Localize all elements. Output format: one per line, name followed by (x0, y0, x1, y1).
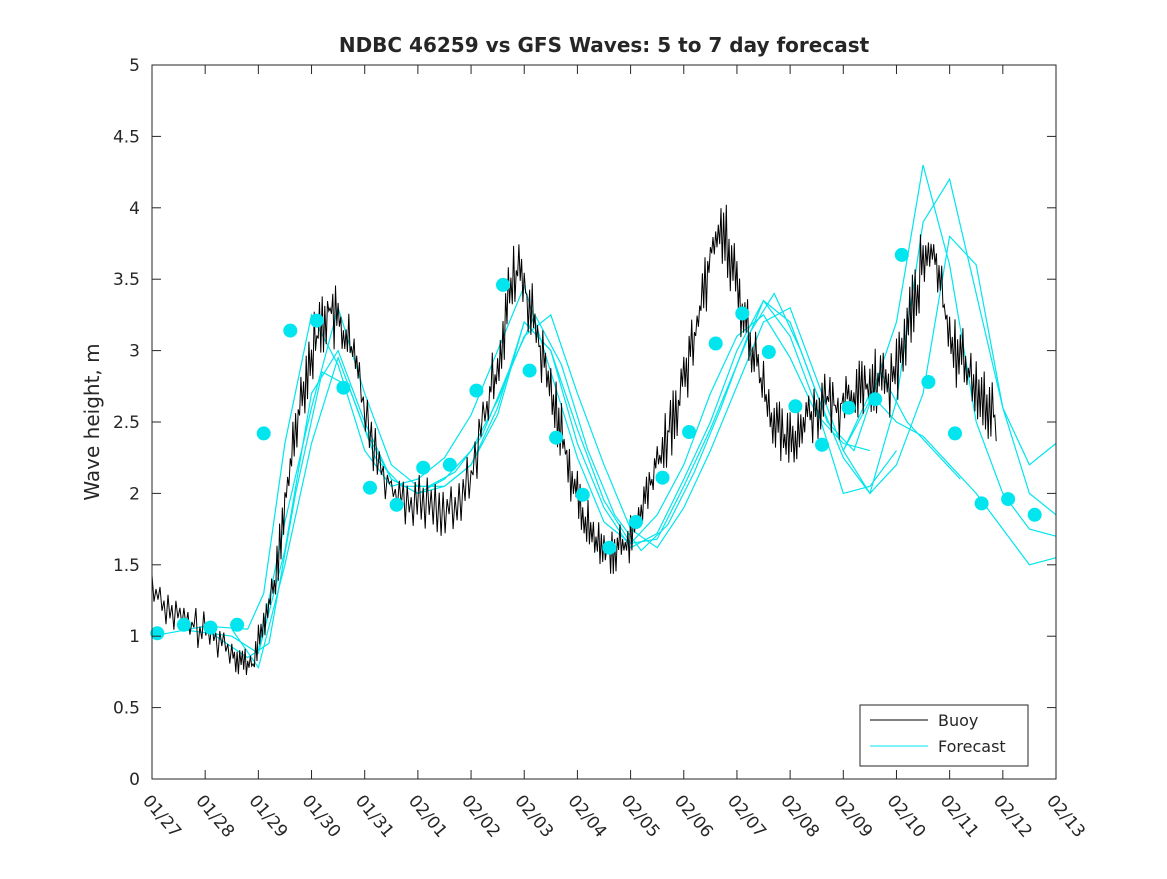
forecast-marker (336, 380, 351, 395)
forecast-marker (256, 426, 271, 441)
forecast-marker (815, 437, 829, 452)
forecast-marker (416, 460, 431, 475)
forecast-marker (841, 400, 856, 415)
forecast-marker (1001, 492, 1016, 507)
forecast-marker (602, 540, 617, 555)
forecast-marker (894, 247, 909, 262)
forecast-line-5 (257, 177, 1057, 651)
y-tick-label: 4 (129, 199, 140, 219)
forecast-marker (1027, 507, 1042, 522)
forecast-marker (682, 425, 697, 439)
plot-area (150, 164, 1057, 676)
forecast-marker (735, 306, 750, 321)
chart-title: NDBC 46259 vs GFS Waves: 5 to 7 day fore… (339, 33, 870, 57)
y-tick-label: 0.5 (113, 699, 140, 719)
forecast-marker (948, 426, 962, 441)
y-axis-label: Wave height, m (80, 343, 104, 500)
y-tick-label: 2 (129, 484, 140, 504)
forecast-marker (469, 383, 484, 398)
y-tick-label: 1.5 (113, 556, 140, 576)
forecast-marker (921, 375, 936, 389)
legend: Buoy Forecast (859, 704, 1029, 767)
forecast-marker (230, 617, 245, 632)
forecast-marker (761, 345, 776, 359)
legend-box (859, 704, 1029, 767)
forecast-marker (283, 323, 298, 338)
y-tick-label: 1 (129, 627, 140, 647)
forecast-marker (176, 617, 191, 632)
forecast-marker (868, 392, 883, 407)
y-tick-label: 5 (129, 56, 140, 76)
legend-forecast-label: Forecast (938, 737, 1006, 756)
forecast-marker (496, 277, 510, 292)
forecast-line-6 (842, 164, 1057, 537)
forecast-marker (522, 363, 537, 378)
forecast-marker (203, 620, 218, 635)
legend-buoy-label: Buoy (938, 711, 978, 730)
forecast-marker (442, 457, 457, 472)
y-tick-label: 4.5 (113, 127, 140, 147)
forecast-marker (788, 399, 803, 414)
forecast-marker (549, 430, 564, 445)
forecast-marker (655, 470, 670, 485)
forecast-marker (363, 480, 377, 495)
y-tick-label: 0 (129, 770, 140, 790)
forecast-marker (150, 626, 165, 641)
y-tick-label: 3.5 (113, 270, 140, 290)
y-tick-label: 2.5 (113, 413, 140, 433)
forecast-marker (974, 496, 989, 511)
forecast-marker (628, 515, 643, 529)
forecast-marker (708, 336, 723, 351)
y-tick-label: 3 (129, 342, 140, 362)
forecast-marker (389, 497, 404, 512)
forecast-marker (575, 487, 590, 502)
forecast-marker (309, 313, 324, 328)
